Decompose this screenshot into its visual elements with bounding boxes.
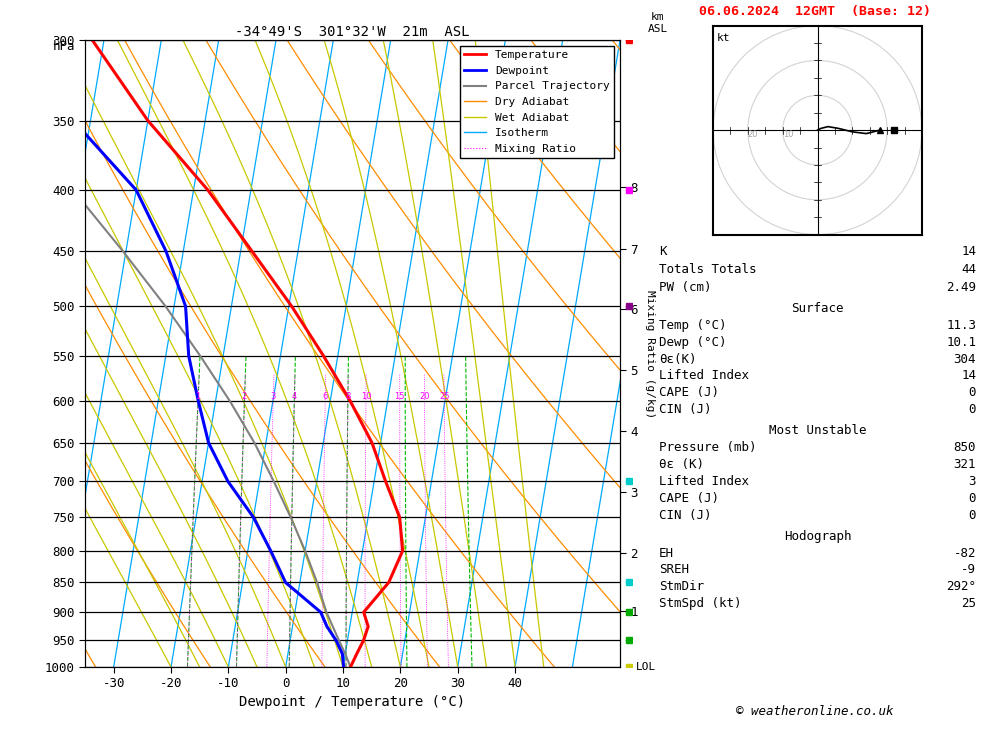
Text: PW (cm): PW (cm)	[659, 281, 711, 294]
Title: -34°49'S  301°32'W  21m  ASL: -34°49'S 301°32'W 21m ASL	[235, 25, 470, 39]
Text: 0: 0	[969, 403, 976, 416]
Text: 20: 20	[748, 130, 758, 139]
Text: CIN (J): CIN (J)	[659, 403, 711, 416]
Text: CAPE (J): CAPE (J)	[659, 386, 719, 399]
Text: 14: 14	[961, 369, 976, 383]
Text: Lifted Index: Lifted Index	[659, 369, 749, 383]
Text: 8: 8	[345, 392, 351, 401]
Text: 20: 20	[419, 392, 430, 401]
Text: 10: 10	[783, 130, 793, 139]
Text: 25: 25	[439, 392, 449, 401]
Text: 6: 6	[322, 392, 328, 401]
Text: km
ASL: km ASL	[647, 12, 668, 34]
Text: 2: 2	[242, 392, 247, 401]
Text: Hodograph: Hodograph	[784, 530, 851, 542]
Text: 25: 25	[961, 597, 976, 610]
Text: Most Unstable: Most Unstable	[769, 424, 866, 437]
Text: SREH: SREH	[659, 564, 689, 576]
Text: K: K	[659, 245, 666, 257]
Text: θε (K): θε (K)	[659, 457, 704, 471]
Text: Pressure (mb): Pressure (mb)	[659, 441, 756, 454]
Y-axis label: Mixing Ratio (g/kg): Mixing Ratio (g/kg)	[645, 290, 655, 418]
Text: -9: -9	[961, 564, 976, 576]
Legend: Temperature, Dewpoint, Parcel Trajectory, Dry Adiabat, Wet Adiabat, Isotherm, Mi: Temperature, Dewpoint, Parcel Trajectory…	[460, 46, 614, 158]
Text: 1: 1	[195, 392, 201, 401]
Text: 850: 850	[954, 441, 976, 454]
Text: kt: kt	[717, 33, 730, 43]
Text: Surface: Surface	[791, 303, 844, 315]
Text: 0: 0	[969, 509, 976, 522]
Text: LOL: LOL	[636, 662, 656, 672]
Text: 3: 3	[271, 392, 276, 401]
Text: Temp (°C): Temp (°C)	[659, 319, 726, 332]
Text: StmDir: StmDir	[659, 581, 704, 593]
Text: 10.1: 10.1	[946, 336, 976, 349]
Text: 292°: 292°	[946, 581, 976, 593]
Text: 3: 3	[969, 475, 976, 488]
Text: 2.49: 2.49	[946, 281, 976, 294]
Text: 11.3: 11.3	[946, 319, 976, 332]
Text: StmSpd (kt): StmSpd (kt)	[659, 597, 741, 610]
Text: 44: 44	[961, 263, 976, 276]
Text: -82: -82	[954, 547, 976, 559]
Text: CAPE (J): CAPE (J)	[659, 492, 719, 505]
Text: 0: 0	[969, 492, 976, 505]
Text: 15: 15	[394, 392, 405, 401]
Text: CIN (J): CIN (J)	[659, 509, 711, 522]
X-axis label: Dewpoint / Temperature (°C): Dewpoint / Temperature (°C)	[239, 695, 466, 709]
Text: Totals Totals: Totals Totals	[659, 263, 756, 276]
Text: 06.06.2024  12GMT  (Base: 12): 06.06.2024 12GMT (Base: 12)	[699, 5, 931, 18]
Text: Lifted Index: Lifted Index	[659, 475, 749, 488]
Text: EH: EH	[659, 547, 674, 559]
Text: © weatheronline.co.uk: © weatheronline.co.uk	[736, 705, 894, 718]
Text: hPa: hPa	[53, 40, 75, 54]
Text: 304: 304	[954, 353, 976, 366]
Text: 0: 0	[969, 386, 976, 399]
Text: Dewp (°C): Dewp (°C)	[659, 336, 726, 349]
Text: 321: 321	[954, 457, 976, 471]
Text: 10: 10	[361, 392, 371, 401]
Text: 14: 14	[961, 245, 976, 257]
Text: 4: 4	[292, 392, 297, 401]
Text: θε(K): θε(K)	[659, 353, 696, 366]
